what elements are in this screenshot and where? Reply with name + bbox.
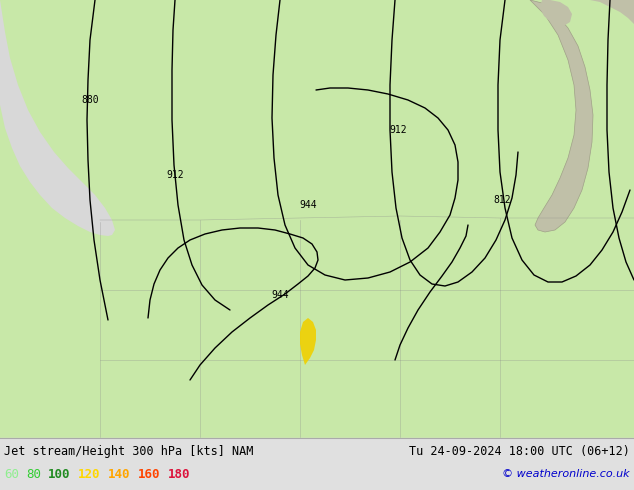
Bar: [0, 438, 634, 490]
Text: 944: 944: [299, 200, 317, 210]
Text: 160: 160: [138, 467, 160, 481]
Text: 140: 140: [108, 467, 131, 481]
Polygon shape: [0, 0, 115, 236]
Text: © weatheronline.co.uk: © weatheronline.co.uk: [502, 469, 630, 479]
Text: 912: 912: [389, 125, 407, 135]
Text: 912: 912: [166, 170, 184, 180]
Text: 180: 180: [168, 467, 190, 481]
Polygon shape: [0, 0, 634, 438]
Bar: [0, 0, 634, 438]
Text: 100: 100: [48, 467, 70, 481]
Polygon shape: [540, 0, 572, 27]
Text: 80: 80: [26, 467, 41, 481]
Polygon shape: [300, 318, 316, 365]
Polygon shape: [590, 0, 634, 24]
Text: 120: 120: [78, 467, 101, 481]
Polygon shape: [530, 0, 593, 232]
Text: 944: 944: [271, 290, 289, 300]
Text: 60: 60: [4, 467, 19, 481]
Polygon shape: [0, 0, 120, 438]
Text: 880: 880: [81, 95, 99, 105]
Text: Tu 24-09-2024 18:00 UTC (06+12): Tu 24-09-2024 18:00 UTC (06+12): [409, 444, 630, 458]
Text: 812: 812: [493, 195, 511, 205]
Text: Jet stream/Height 300 hPa [kts] NAM: Jet stream/Height 300 hPa [kts] NAM: [4, 444, 254, 458]
